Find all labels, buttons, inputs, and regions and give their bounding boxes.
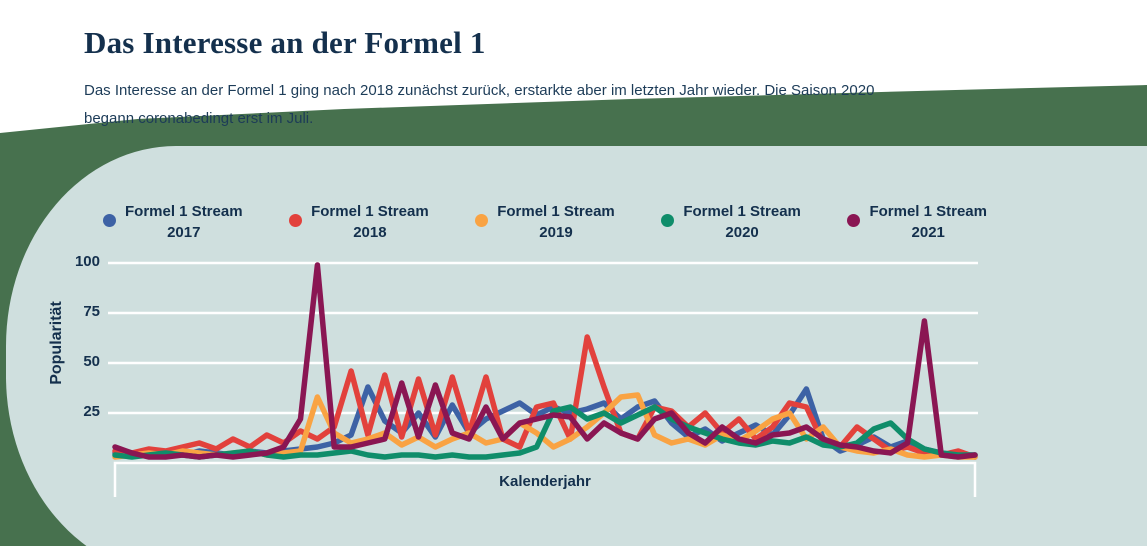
legend-series-name: Formel 1 Stream — [683, 203, 801, 220]
legend-series-year: 2018 — [353, 224, 387, 241]
x-axis-line — [113, 461, 977, 497]
legend-dot-2017-icon — [103, 214, 116, 227]
x-axis-title: Kalenderjahr — [499, 473, 591, 490]
subtitle-line-2: begann coronabedingt erst im Juli. — [84, 110, 314, 127]
legend-label-2018: Formel 1 Stream 2018 — [311, 201, 429, 243]
legend-item-2020: Formel 1 Stream 2020 — [661, 201, 801, 243]
legend-dot-2020-icon — [661, 214, 675, 227]
legend-series-name: Formel 1 Stream — [869, 203, 987, 220]
legend-series-year: 2020 — [725, 224, 759, 241]
y-tick-100: 100 — [74, 253, 100, 270]
legend-dot-2019-icon — [475, 214, 489, 227]
subtitle-line-1: Das Interesse an der Formel 1 ging nach … — [84, 82, 875, 99]
chart-legend: Formel 1 Stream 2017 Formel 1 Stream 2018 … — [103, 201, 987, 243]
y-tick-50: 50 — [83, 353, 100, 370]
legend-dot-2021-icon — [847, 214, 861, 227]
legend-label-2017: Formel 1 Stream 2017 — [125, 201, 243, 243]
legend-series-year: 2019 — [539, 224, 573, 241]
legend-item-2021: Formel 1 Stream 2021 — [847, 201, 987, 243]
legend-item-2018: Formel 1 Stream 2018 — [289, 201, 429, 243]
hero-background — [0, 85, 1147, 546]
y-tick-75: 75 — [83, 303, 100, 320]
legend-series-name: Formel 1 Stream — [311, 203, 429, 220]
legend-label-2021: Formel 1 Stream 2021 — [869, 201, 987, 243]
y-tick-25: 25 — [83, 403, 100, 420]
page-subtitle: Das Interesse an der Formel 1 ging nach … — [84, 77, 874, 133]
series-line-2021 — [112, 262, 978, 460]
legend-label-2019: Formel 1 Stream 2019 — [497, 201, 615, 243]
legend-series-name: Formel 1 Stream — [497, 203, 615, 220]
legend-item-2017: Formel 1 Stream 2017 — [103, 201, 243, 243]
legend-series-year: 2017 — [167, 224, 201, 241]
legend-item-2019: Formel 1 Stream 2019 — [475, 201, 615, 243]
legend-label-2020: Formel 1 Stream 2020 — [683, 201, 801, 243]
page-title: Das Interesse an der Formel 1 — [84, 24, 486, 60]
legend-dot-2018-icon — [289, 214, 303, 227]
chart-panel — [6, 146, 1147, 546]
legend-series-year: 2021 — [911, 224, 945, 241]
legend-series-name: Formel 1 Stream — [125, 203, 243, 220]
